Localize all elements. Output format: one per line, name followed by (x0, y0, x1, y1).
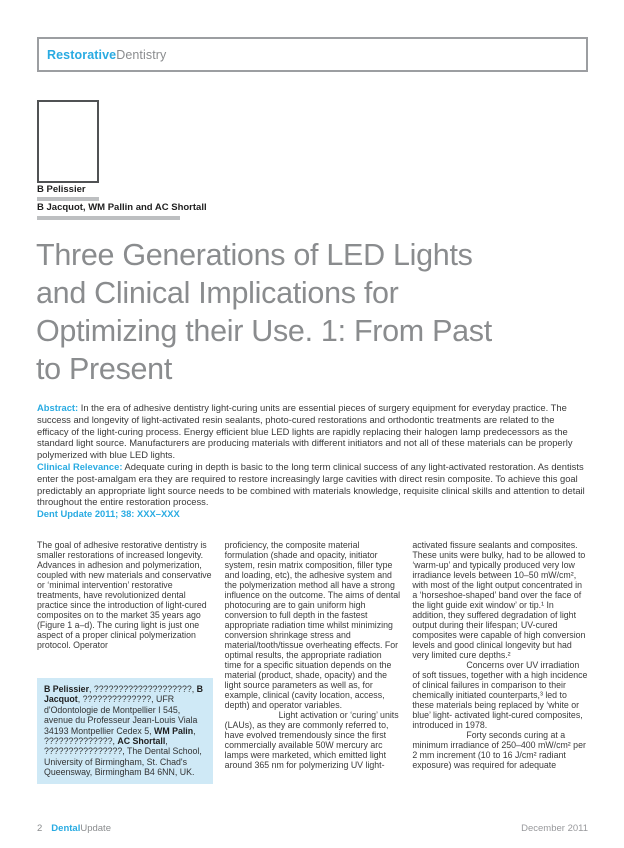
author-photo-placeholder (37, 100, 99, 183)
abstract-text: In the era of adhesive dentistry light-c… (37, 402, 573, 461)
column-1: The goal of adhesive restorative dentist… (37, 540, 213, 820)
clinical-relevance-label: Clinical Relevance: (37, 460, 123, 472)
article-title: Three Generations of LED Lights and Clin… (36, 236, 596, 388)
footer-left: 2 Dental Update (37, 823, 111, 834)
citation-line: Dent Update 2011; 38: XXX–XXX (37, 508, 180, 520)
journal-brand-light: Update (80, 823, 111, 834)
affiliation-author-name: AC Shortall (117, 736, 166, 747)
divider-bar (37, 197, 99, 201)
journal-brand-bold: Dental (51, 823, 81, 834)
body-paragraph: Forty seconds curing at a minimum irradi… (412, 730, 586, 770)
issue-date: December 2011 (521, 823, 588, 834)
body-paragraph: proficiency, the composite material form… (224, 540, 401, 710)
body-paragraph: Light activation or ‘curing’ units (LAUs… (224, 710, 399, 770)
article-title-line: to Present (36, 352, 173, 386)
page-number: 2 (37, 823, 43, 834)
affiliation-author-name: WM Palin (154, 725, 194, 736)
article-title-line: Three Generations of LED Lights (36, 238, 473, 272)
abstract-paragraph: Abstract: In the era of adhesive dentist… (37, 402, 588, 461)
affiliation-text: , ??????????????, (44, 725, 196, 747)
clinical-relevance-paragraph: Clinical Relevance: Adequate curing in d… (37, 461, 588, 508)
authors-byline: B Jacquot, WM Pallin and AC Shortall (37, 202, 207, 213)
article-title-line: Optimizing their Use. 1: From Past (36, 314, 492, 348)
section-banner: Restorative Dentistry (37, 37, 588, 72)
article-title-line: and Clinical Implications for (36, 276, 399, 310)
clinical-relevance-text: Adequate curing in depth is basic to the… (37, 460, 585, 508)
body-columns: The goal of adhesive restorative dentist… (37, 540, 588, 820)
affiliation-author-name: B Jacquot (44, 684, 203, 705)
affiliation-box: B Pelissier, ????????????????????, B Jac… (37, 678, 213, 784)
abstract-label: Abstract: (37, 402, 79, 413)
body-paragraph: Concerns over UV irradiation of soft tis… (412, 660, 588, 730)
affiliation-text: , ????????????????, The Dental School, U… (44, 736, 202, 778)
affiliation-author-name: B Pelissier (44, 684, 89, 694)
section-title-restorative: Restorative (47, 47, 117, 62)
abstract-block: Abstract: In the era of adhesive dentist… (37, 402, 588, 520)
page-footer: 2 Dental Update December 2011 (37, 823, 588, 834)
journal-brand: Dental Update (51, 823, 111, 834)
column-3: activated fissure sealants and composite… (412, 540, 588, 820)
affiliation-text: , ????????????????????, (89, 684, 197, 694)
column-2: proficiency, the composite material form… (225, 540, 401, 820)
divider-bar (37, 216, 180, 220)
section-title-dentistry: Dentistry (116, 47, 167, 62)
photo-caption: B Pelissier (37, 184, 86, 195)
body-paragraph: The goal of adhesive restorative dentist… (37, 540, 212, 650)
affiliation-text: , ??????????????, UFR d'Odontologie de M… (44, 694, 198, 736)
body-paragraph: activated fissure sealants and composite… (412, 540, 586, 660)
